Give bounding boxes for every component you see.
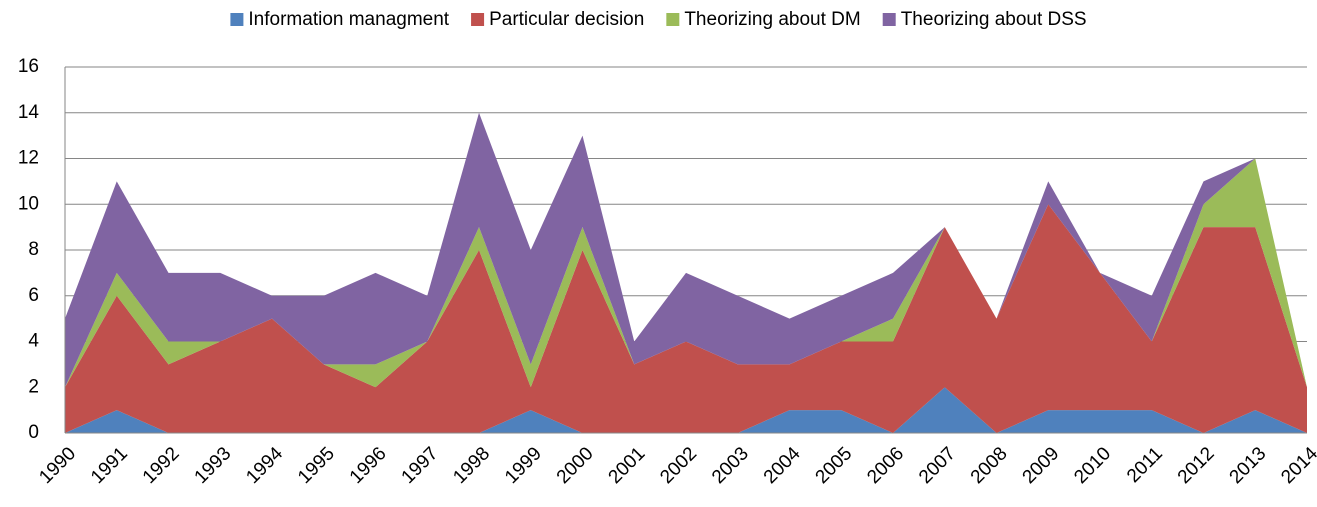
legend-item: Information managment [230,9,450,30]
y-tick-label: 2 [28,376,39,397]
legend-item: Theorizing about DSS [882,9,1087,30]
legend-label: Information managment [248,9,449,30]
y-tick-label: 8 [28,239,39,260]
x-tick-label: 1991 [87,443,132,488]
x-tick-label: 2010 [1070,443,1115,488]
x-tick-label: 2012 [1174,443,1219,488]
x-tick-label: 2006 [863,443,908,488]
area [65,112,1307,388]
x-tick-label: 2004 [760,443,805,488]
x-tick-label: 1995 [294,443,339,488]
legend-swatch [230,13,244,26]
y-tick-label: 0 [28,422,39,443]
x-tick-label: 1993 [191,443,236,488]
x-tick-label: 2005 [812,443,857,488]
legend-item: Theorizing about DM [666,9,861,30]
y-tick-label: 10 [18,193,39,214]
x-tick-label: 1999 [501,443,546,488]
x-tick-label: 2014 [1277,443,1317,488]
legend-swatch [471,13,485,26]
x-tick-label: 1990 [35,443,80,488]
legend-swatch [882,13,896,26]
x-tick-label: 2002 [656,443,701,488]
x-tick-label: 1998 [449,443,494,488]
x-tick-label: 2003 [708,443,753,488]
x-tick-label: 2008 [967,443,1012,488]
x-tick-label: 2000 [553,443,598,488]
x-tick-label: 1996 [346,443,391,488]
y-tick-label: 6 [28,285,39,306]
x-tick-label: 1994 [242,443,287,488]
y-tick-label: 16 [18,56,39,77]
legend-label: Particular decision [489,9,644,30]
x-tick-label: 2001 [605,443,650,488]
x-tick-label: 1997 [398,443,443,488]
y-tick-label: 14 [18,102,40,123]
legend-item: Particular decision [471,9,644,30]
y-tick-label: 12 [18,148,39,169]
area [65,204,1307,433]
x-tick-label: 1992 [139,443,184,488]
legend-swatch [666,13,680,26]
x-tick-label: 2011 [1123,443,1167,487]
x-tick-label: 2007 [915,443,960,488]
legend-label: Theorizing about DSS [901,9,1087,30]
y-tick-label: 4 [28,331,39,352]
x-tick-label: 2013 [1226,443,1271,488]
legend-label: Theorizing about DM [684,9,860,30]
x-tick-label: 2009 [1019,443,1064,488]
